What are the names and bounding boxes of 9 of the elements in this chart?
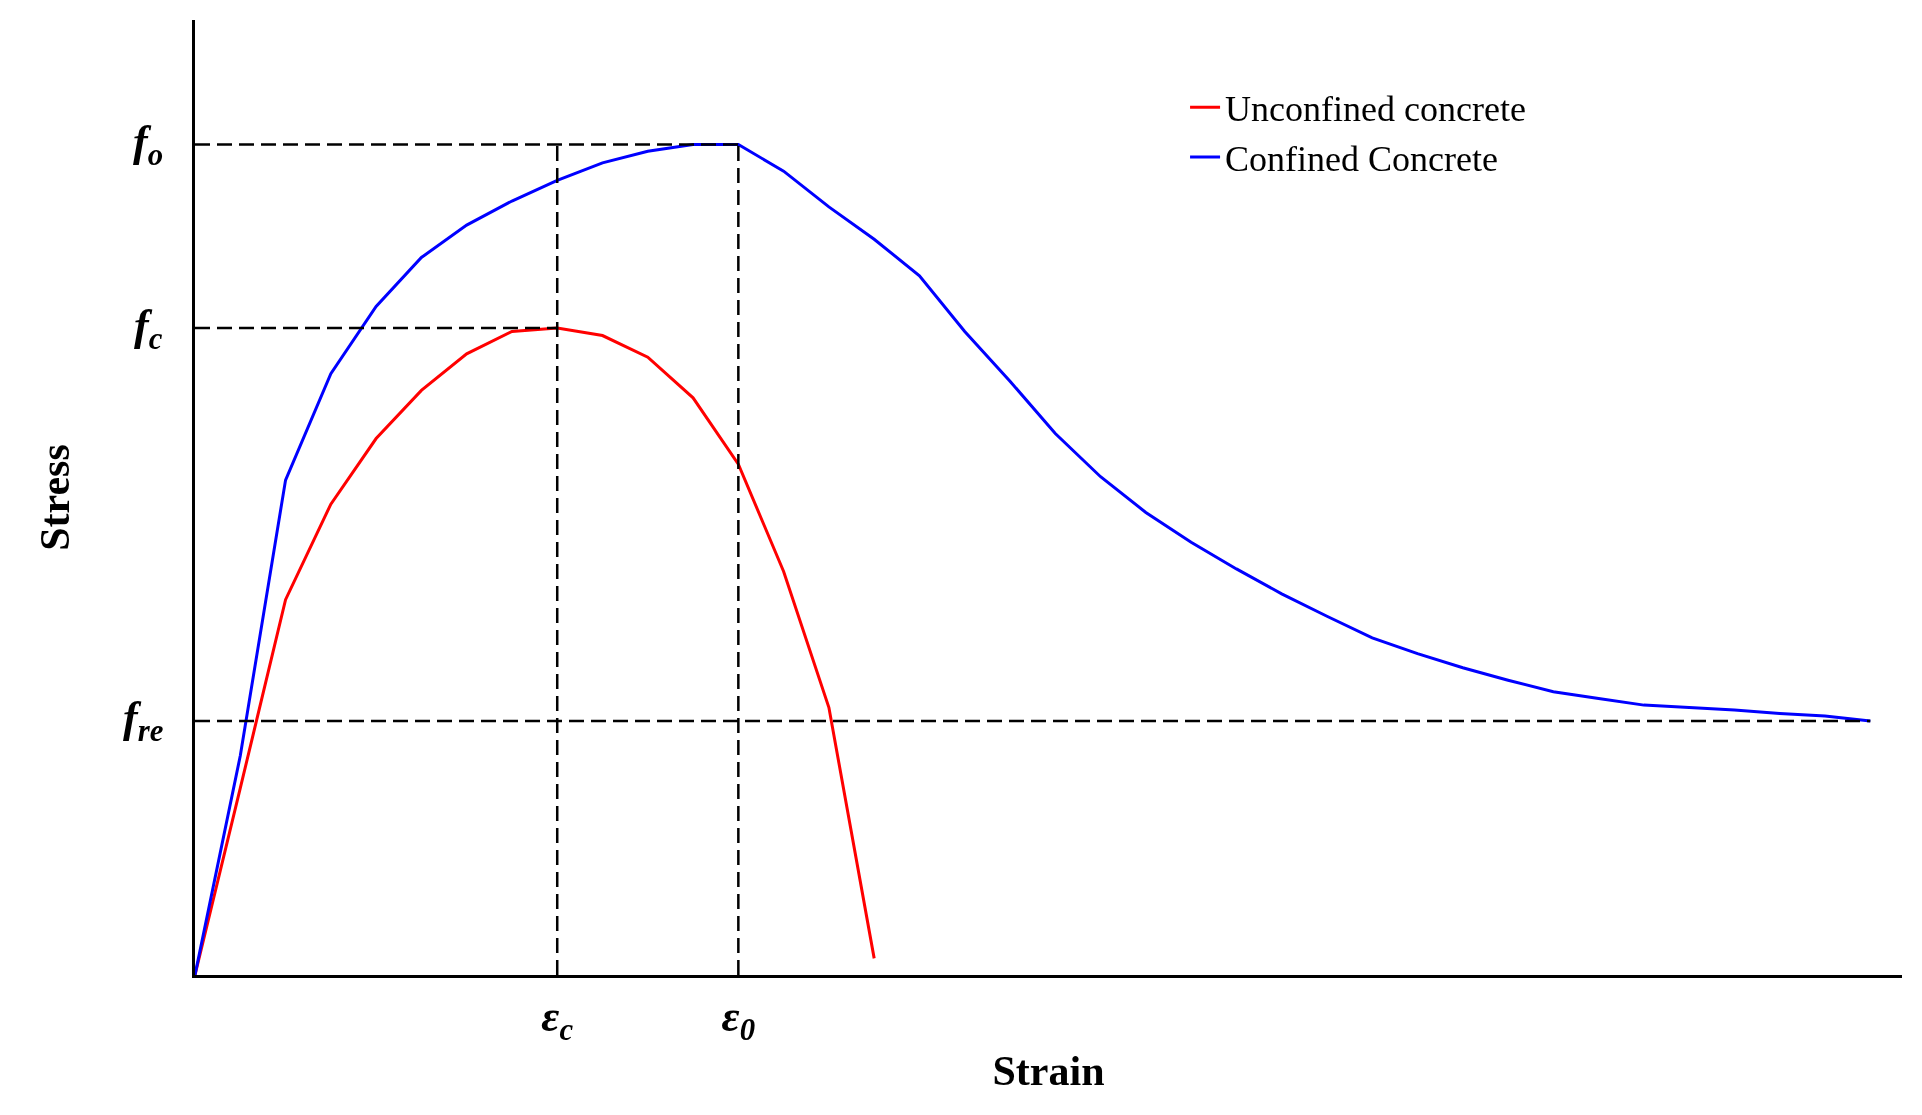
x-axis-title: Strain: [992, 1047, 1105, 1094]
x-tick-label: ε$_{0}$: [721, 991, 756, 1048]
y-axis-title: Stress: [31, 444, 78, 551]
text: f$_{c}$: [134, 301, 163, 357]
text: f$_{o}$: [133, 117, 164, 173]
x-tick-label: ε$_{c}$: [541, 991, 574, 1048]
legend-label: Unconfined concrete: [1225, 89, 1526, 130]
text: f$_{re}$: [123, 693, 164, 749]
legend-label: Confined Concrete: [1225, 139, 1498, 180]
